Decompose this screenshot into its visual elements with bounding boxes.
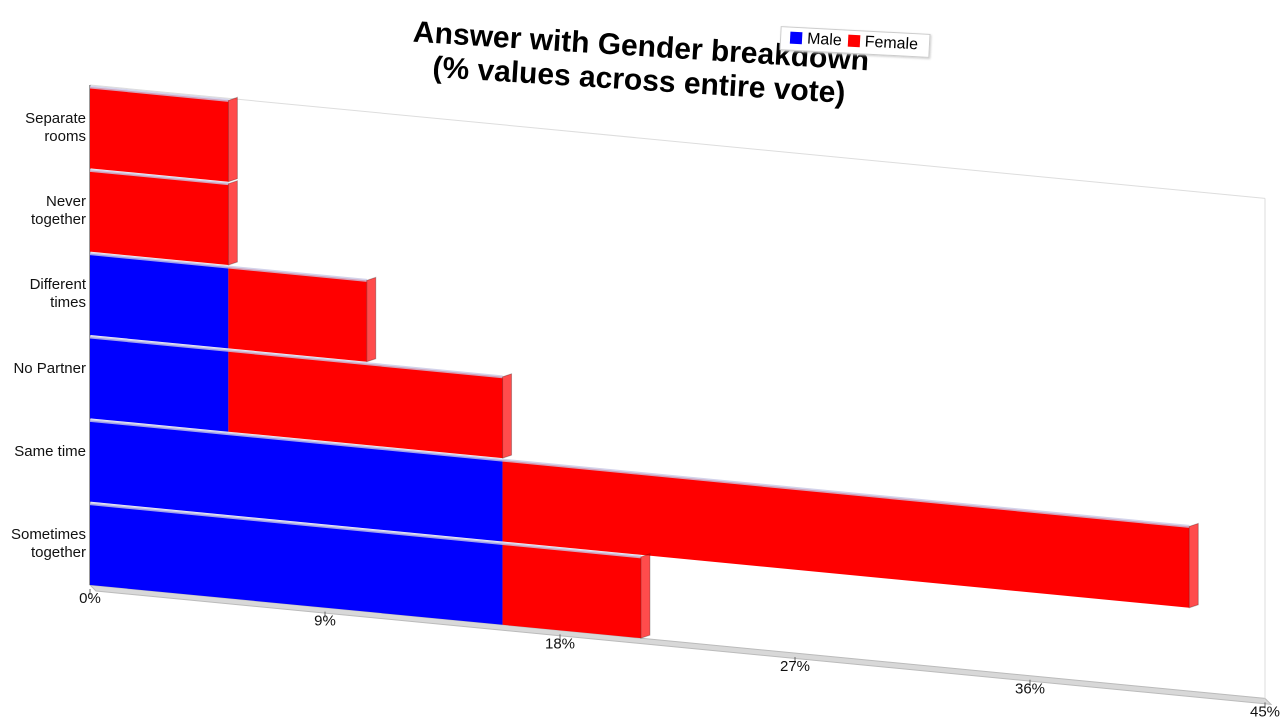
bar-top-edge (89, 502, 642, 559)
bar-side (502, 373, 513, 459)
category-label: No Partner (13, 359, 86, 377)
legend-label: Female (864, 33, 919, 54)
category-label: Sometimes together (10, 526, 86, 562)
bar-side (366, 276, 377, 363)
bar-top-edge (89, 168, 229, 186)
bar (228, 267, 367, 362)
bar-top-edge (89, 85, 229, 102)
top-edge (89, 84, 1266, 199)
category-label: Never together (30, 193, 86, 228)
floor (88, 584, 1273, 706)
x-tick-label: 0% (79, 590, 101, 607)
bar (502, 460, 1190, 608)
legend-label: Male (806, 30, 843, 50)
bar-top-edge (89, 418, 1190, 528)
bar-side (1188, 522, 1199, 609)
bar (502, 543, 641, 639)
x-tick-label: 45% (1250, 703, 1280, 720)
x-tick-label: 36% (1015, 681, 1045, 698)
bar-side (227, 96, 238, 183)
legend-swatch (847, 34, 861, 48)
bar-side (640, 553, 651, 639)
bar-top-edge (89, 335, 503, 379)
bar-side (227, 179, 238, 266)
legend-swatch (789, 31, 803, 45)
bar (90, 170, 229, 266)
bar (90, 253, 229, 349)
bar (90, 337, 229, 432)
x-tick-label: 9% (314, 613, 336, 630)
x-tick-label: 27% (780, 658, 810, 675)
bar (228, 350, 503, 459)
category-label: Same time (14, 443, 86, 460)
bar (90, 87, 229, 182)
x-tick-label: 18% (545, 635, 575, 652)
bar-top-edge (89, 252, 367, 282)
category-label: Separate rooms (25, 109, 86, 145)
category-label: Different times (29, 276, 86, 312)
